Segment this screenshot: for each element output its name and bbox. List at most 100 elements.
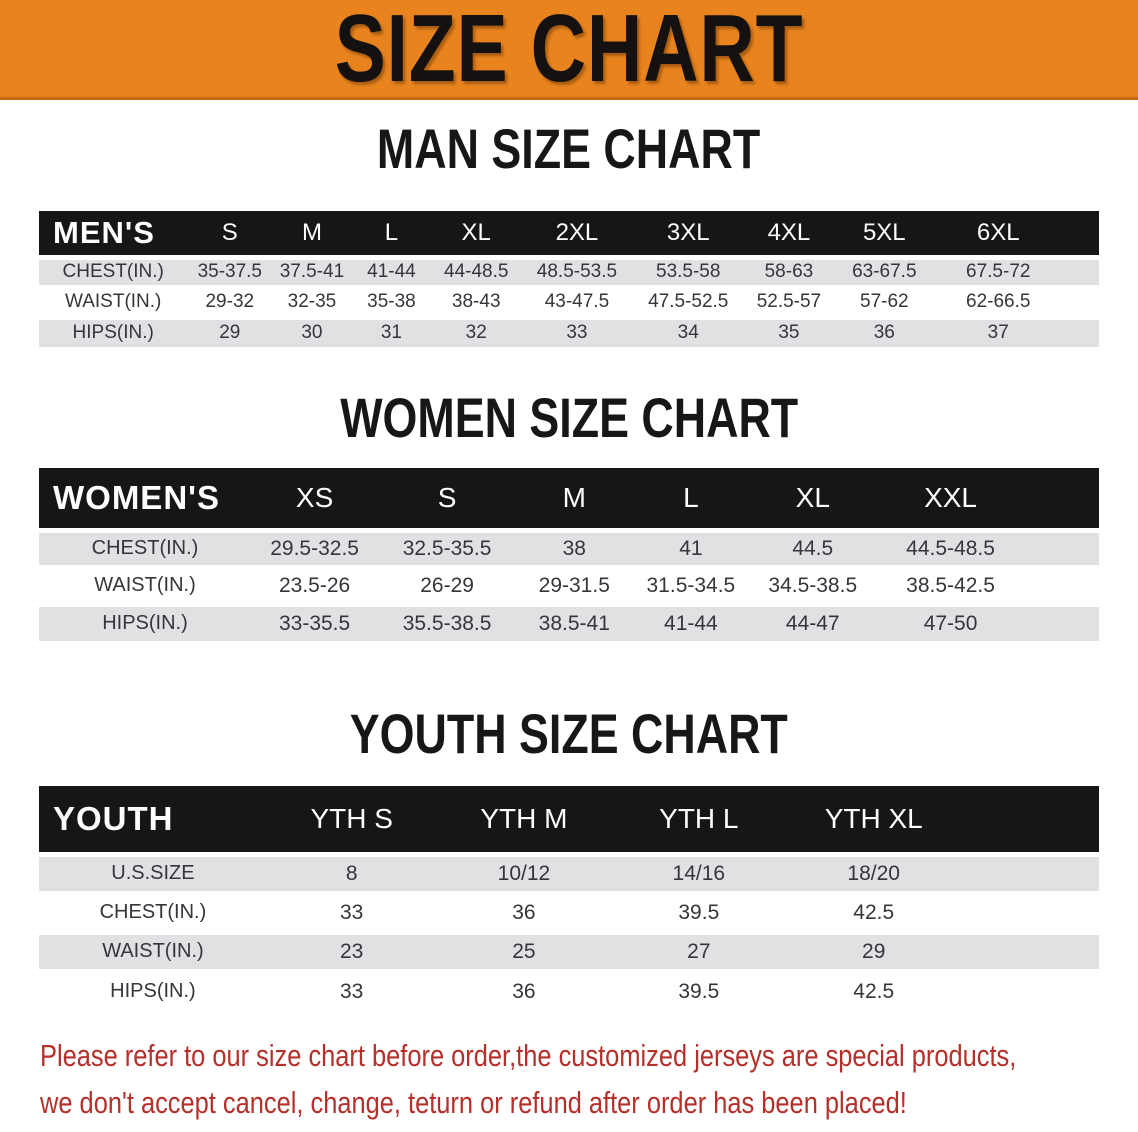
measurement-value: 30 [301,322,323,344]
measurement-value: 29 [219,322,241,344]
measurement-value: 27 [687,939,711,963]
measurement-label: HIPS(IN.) [72,322,154,344]
men-size-column-header: 3XL [666,218,710,246]
measurement-value: 57-62 [860,291,909,312]
men-size-column-header: M [301,218,322,246]
measurement-value: 58-63 [764,261,814,282]
women-size-table: WOMEN'S XS S M L XL XXL CHEST(IN.) 29.5-32.5 32.… [39,468,1099,641]
measurement-value: 33 [566,322,588,344]
measurement-value: 18/20 [847,861,900,885]
men-size-table: MEN'S S M L XL 2XL 3XL 4XL 5XL 6XL CHEST(IN.) 35-3… [39,211,1099,347]
spacer-cell [961,786,1099,854]
spacer-cell [961,893,1099,932]
measurement-value: 38-43 [451,291,501,312]
measurement-value: 23.5-26 [278,573,351,597]
measurement-label: HIPS(IN.) [102,612,188,635]
measurement-value: 44.5 [792,536,834,560]
measurement-value: 42.5 [853,979,895,1003]
measurement-value: 44-47 [785,611,840,635]
measurement-value: 36 [512,900,536,924]
size-chart-banner: SIZE CHART [0,0,1138,100]
youth-table-title: YOUTH [53,799,174,837]
disclaimer-text: Please refer to our size chart before or… [40,1032,1138,1126]
section-heading-women: WOMEN SIZE CHART [0,383,1138,468]
spacer-cell [961,932,1099,971]
men-table-title: MEN'S [53,214,155,250]
spacer-cell [1025,604,1099,641]
measurement-value: 32.5-35.5 [402,536,492,560]
women-measurement-row: HIPS(IN.) 33-35.5 35.5-38.5 38.5-41 41-44 44-… [39,604,1099,641]
measurement-value: 38.5-41 [538,611,610,635]
measurement-value: 39.5 [678,979,720,1003]
men-size-column-header: 6XL [976,218,1020,246]
women-measurement-row: WAIST(IN.) 23.5-26 26-29 29-31.5 31.5-34.5 34… [39,567,1099,604]
men-section-title: MAN SIZE CHART [377,117,761,180]
men-size-column-header: 5XL [862,218,906,246]
youth-section-title: YOUTH SIZE CHART [349,702,789,765]
measurement-value: 47-50 [923,611,978,635]
men-measurement-row: HIPS(IN.) 29 30 31 32 33 34 35 36 37 [39,317,1099,347]
measurement-value: 41 [679,536,703,560]
measurement-label: WAIST(IN.) [64,291,162,312]
measurement-value: 38 [562,536,586,560]
measurement-value: 29.5-32.5 [270,536,359,560]
men-size-column-header: S [221,218,238,246]
measurement-value: 37.5-41 [279,261,345,282]
spacer-cell [1062,287,1099,317]
measurement-label: CHEST(IN.) [99,901,207,923]
youth-size-table: YOUTH YTH S YTH M YTH L YTH XL U.S.SIZE 8 10/1… [39,786,1099,1010]
measurement-value: 52.5-57 [756,291,822,312]
measurement-value: 43-47.5 [544,291,610,312]
measurement-value: 41-44 [664,611,718,635]
women-size-column-header: M [562,481,586,513]
women-size-column-header: S [437,481,457,513]
spacer-cell [1062,211,1099,257]
page-title: SIZE CHART [334,0,804,102]
spacer-cell [1025,468,1099,530]
women-size-column-header: XS [295,481,334,513]
measurement-value: 35-37.5 [197,261,263,282]
disclaimer-line-2: we don't accept cancel, change, teturn o… [40,1085,907,1120]
measurement-label: WAIST(IN.) [102,940,204,962]
measurement-value: 37 [987,322,1009,344]
youth-measurement-row: U.S.SIZE 8 10/12 14/16 18/20 [39,854,1099,893]
section-heading-men: MAN SIZE CHART [0,114,1138,199]
measurement-value: 14/16 [672,861,726,885]
measurement-value: 35 [778,322,800,344]
measurement-value: 29 [862,939,886,963]
youth-size-column-header: YTH L [659,802,739,834]
measurement-value: 44-48.5 [444,261,509,282]
measurement-value: 39.5 [678,900,720,924]
men-size-column-header: 4XL [767,218,811,246]
measurement-value: 41-44 [367,261,416,282]
measurement-label: U.S.SIZE [111,862,195,884]
men-measurement-row: WAIST(IN.) 29-32 32-35 35-38 38-43 43-47.5 47.… [39,287,1099,317]
measurement-value: 62-66.5 [966,291,1031,312]
measurement-value: 33 [340,900,364,924]
measurement-value: 36 [512,979,536,1003]
measurement-label: HIPS(IN.) [110,980,196,1003]
section-heading-youth: YOUTH SIZE CHART [0,699,1138,784]
measurement-value: 42.5 [853,900,895,924]
spacer-cell [1062,257,1099,287]
measurement-label: WAIST(IN.) [94,574,196,596]
measurement-value: 23 [340,939,364,963]
spacer-cell [1025,567,1099,604]
disclaimer-line-1: Please refer to our size chart before or… [40,1038,1017,1073]
measurement-value: 35.5-38.5 [402,611,492,635]
women-size-column-header: XXL [924,481,978,513]
men-size-column-header: 2XL [555,218,599,246]
measurement-value: 34.5-38.5 [768,573,858,597]
measurement-value: 67.5-72 [966,261,1031,282]
women-measurement-row: CHEST(IN.) 29.5-32.5 32.5-35.5 38 41 44.5 44.5… [39,530,1099,567]
measurement-value: 29-32 [205,291,255,312]
youth-measurement-row: CHEST(IN.) 33 36 39.5 42.5 [39,893,1099,932]
measurement-value: 44.5-48.5 [906,536,995,560]
measurement-value: 33 [340,979,364,1003]
youth-measurement-row: HIPS(IN.) 33 36 39.5 42.5 [39,971,1099,1010]
measurement-value: 8 [345,861,358,885]
youth-size-column-header: YTH S [310,802,393,834]
measurement-label: CHEST(IN.) [91,537,199,559]
spacer-cell [961,854,1099,893]
men-size-column-header: L [384,218,399,246]
